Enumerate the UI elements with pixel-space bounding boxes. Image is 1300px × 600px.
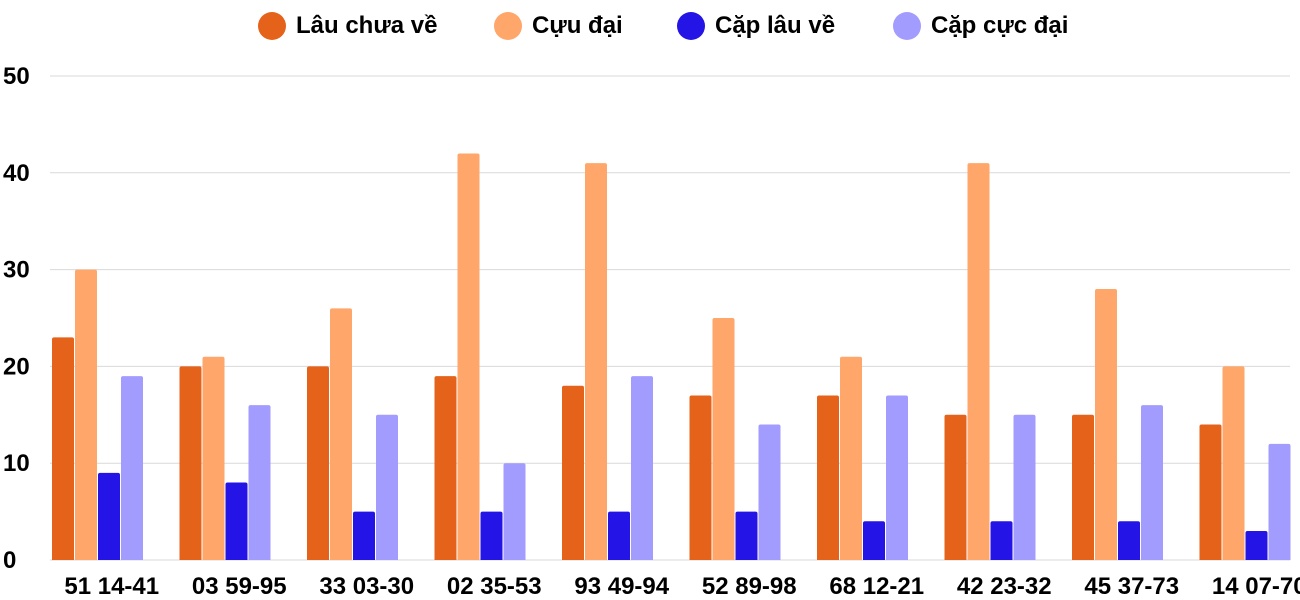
bars [52,153,1291,560]
bar-cap-cuc-dai-0[interactable] [121,376,143,560]
bar-cuu-dai-7[interactable] [967,163,990,560]
bar-cap-lau-ve-5[interactable] [735,511,758,560]
bar-cap-lau-ve-8[interactable] [1118,521,1140,560]
bar-cap-lau-ve-2[interactable] [353,511,375,560]
bar-cap-lau-ve-4[interactable] [608,511,630,560]
bar-lau-chua-ve-8[interactable] [1072,414,1094,560]
y-tick-label-10: 10 [3,450,30,477]
bar-cuu-dai-0[interactable] [75,269,97,560]
y-tick-label-40: 40 [3,160,30,187]
y-axis-ticks: 0 10 20 30 40 50 [3,63,30,574]
legend-item-cuu-dai[interactable]: Cựu đại [494,10,623,42]
bar-cap-cuc-dai-9[interactable] [1268,443,1291,560]
bar-cuu-dai-3[interactable] [457,153,480,560]
bar-cap-cuc-dai-2[interactable] [376,414,398,560]
x-tick-label-4: 93 49-94 [574,573,669,600]
bar-lau-chua-ve-5[interactable] [689,395,712,560]
bar-cuu-dai-1[interactable] [202,356,225,560]
bar-lau-chua-ve-0[interactable] [52,337,74,560]
y-tick-label-0: 0 [3,547,16,574]
legend-label-cap-cuc-dai: Cặp cực đại [931,12,1069,39]
bar-lau-chua-ve-4[interactable] [562,385,584,560]
bar-cap-lau-ve-7[interactable] [990,521,1013,560]
x-tick-label-6: 68 12-21 [829,573,924,600]
legend-item-cap-lau-ve[interactable]: Cặp lâu về [677,10,835,42]
bar-cap-cuc-dai-4[interactable] [631,376,653,560]
y-tick-label-30: 30 [3,257,30,284]
x-tick-label-9: 14 07-70 [1212,573,1300,600]
x-tick-label-5: 52 89-98 [702,573,797,600]
bar-cap-cuc-dai-1[interactable] [248,405,271,560]
bar-cap-lau-ve-6[interactable] [863,521,885,560]
bar-lau-chua-ve-1[interactable] [179,366,202,560]
x-tick-label-2: 33 03-30 [319,573,414,600]
bar-cap-lau-ve-3[interactable] [480,511,503,560]
bar-lau-chua-ve-7[interactable] [944,414,967,560]
legend-label-cuu-dai: Cựu đại [532,12,623,39]
legend-swatch-cuu-dai [494,12,522,40]
legend-item-cap-cuc-dai[interactable]: Cặp cực đại [893,10,1068,42]
x-tick-label-1: 03 59-95 [192,573,287,600]
bar-cap-cuc-dai-6[interactable] [886,395,908,560]
x-axis-ticks: 51 14-41 03 59-95 33 03-30 02 35-53 93 49-94… [64,573,1300,600]
x-tick-label-8: 45 37-73 [1084,573,1179,600]
x-tick-label-7: 42 23-32 [957,573,1052,600]
bar-lau-chua-ve-9[interactable] [1199,424,1222,560]
bar-cap-lau-ve-0[interactable] [98,472,120,560]
legend-item-lau-chua-ve[interactable]: Lâu chưa về [258,10,437,42]
bar-lau-chua-ve-6[interactable] [817,395,839,560]
x-tick-label-0: 51 14-41 [64,573,159,600]
bar-cap-cuc-dai-3[interactable] [503,463,526,560]
chart-legend: Lâu chưa về Cựu đại Cặp lâu về Cặp cực đ… [0,10,1300,42]
bar-cuu-dai-2[interactable] [330,308,352,560]
bar-lau-chua-ve-3[interactable] [434,376,457,560]
legend-swatch-cap-lau-ve [677,12,705,40]
bar-lau-chua-ve-2[interactable] [307,366,329,560]
y-tick-label-50: 50 [3,63,30,90]
bar-cap-cuc-dai-8[interactable] [1141,405,1163,560]
bar-cap-lau-ve-1[interactable] [225,482,248,560]
bar-cap-lau-ve-9[interactable] [1245,530,1268,560]
bar-cap-cuc-dai-7[interactable] [1013,414,1036,560]
legend-label-lau-chua-ve: Lâu chưa về [296,12,438,39]
bar-cuu-dai-5[interactable] [712,318,735,560]
legend-swatch-cap-cuc-dai [893,12,921,40]
bar-cap-cuc-dai-5[interactable] [758,424,781,560]
y-tick-label-20: 20 [3,353,30,380]
x-tick-label-3: 02 35-53 [447,573,542,600]
bar-cuu-dai-9[interactable] [1222,366,1245,560]
legend-label-cap-lau-ve: Cặp lâu về [715,12,836,39]
bar-cuu-dai-4[interactable] [585,163,607,560]
bar-cuu-dai-6[interactable] [840,356,862,560]
legend-swatch-lau-chua-ve [258,12,286,40]
bar-cuu-dai-8[interactable] [1095,288,1117,560]
